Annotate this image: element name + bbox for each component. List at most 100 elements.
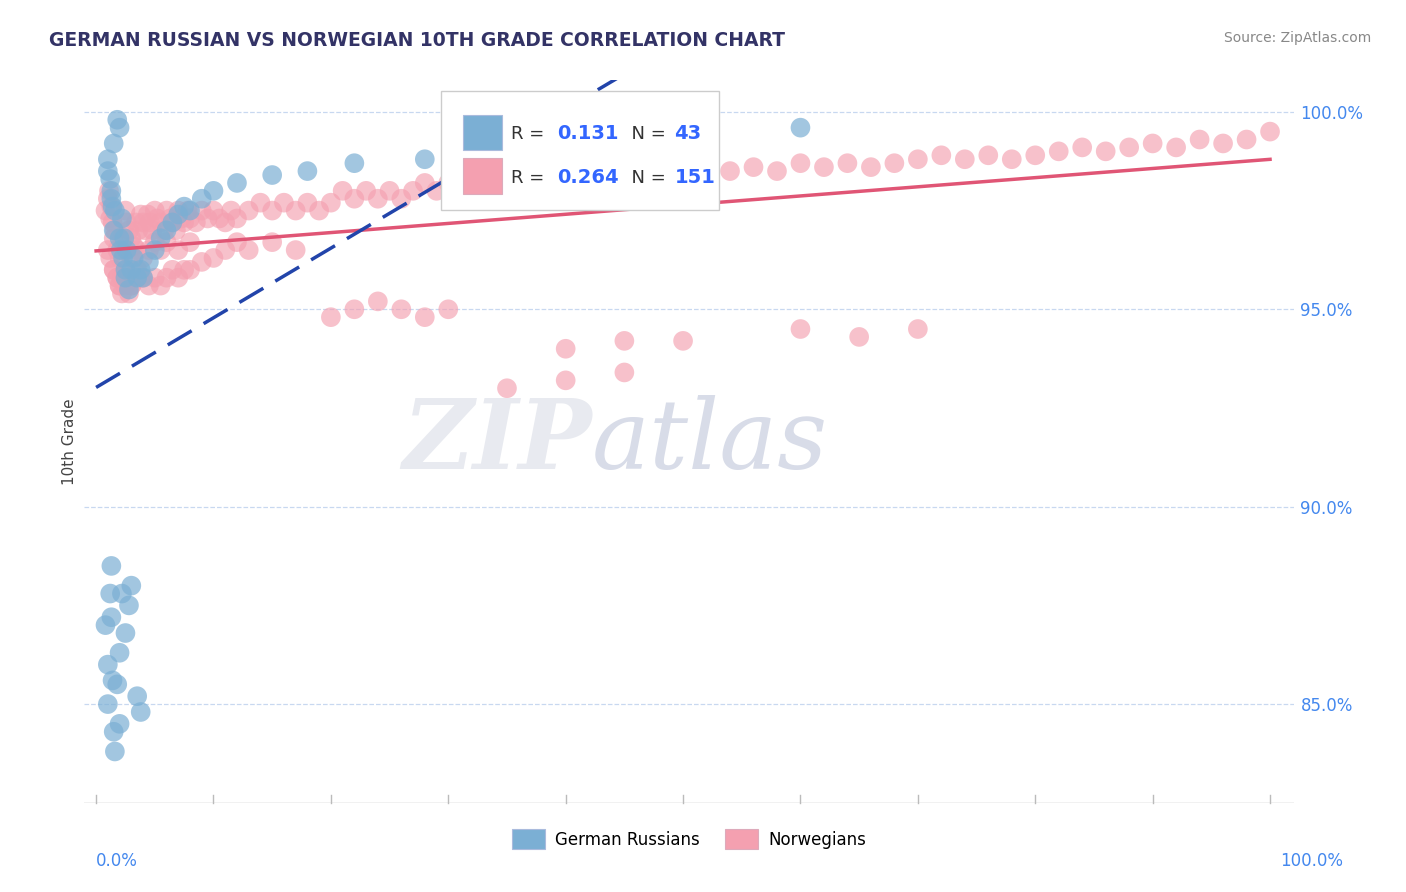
Point — [179, 235, 201, 249]
Point — [118, 283, 141, 297]
Point — [162, 215, 184, 229]
Point — [931, 148, 953, 162]
Text: 151: 151 — [675, 169, 716, 187]
Point — [108, 120, 131, 135]
Point — [190, 192, 212, 206]
Point — [129, 705, 152, 719]
Text: GERMAN RUSSIAN VS NORWEGIAN 10TH GRADE CORRELATION CHART: GERMAN RUSSIAN VS NORWEGIAN 10TH GRADE C… — [49, 31, 785, 50]
Point — [122, 251, 145, 265]
Point — [146, 211, 169, 226]
Point — [1258, 125, 1281, 139]
Point — [114, 270, 136, 285]
Point — [111, 270, 134, 285]
Point — [167, 270, 190, 285]
Legend: German Russians, Norwegians: German Russians, Norwegians — [505, 822, 873, 856]
Point — [859, 160, 882, 174]
Point — [202, 203, 225, 218]
Point — [120, 262, 142, 277]
Point — [742, 160, 765, 174]
Point — [1001, 153, 1024, 167]
Point — [98, 586, 121, 600]
Point — [173, 262, 195, 277]
Point — [167, 203, 190, 218]
Text: 0.0%: 0.0% — [96, 852, 138, 870]
Point — [848, 330, 870, 344]
Point — [789, 156, 811, 170]
Point — [103, 724, 125, 739]
Point — [104, 744, 127, 758]
Point — [672, 334, 695, 348]
Point — [226, 235, 249, 249]
Point — [284, 203, 307, 218]
Point — [170, 211, 193, 226]
Point — [1188, 132, 1211, 146]
Point — [141, 223, 163, 237]
Point — [138, 243, 160, 257]
Point — [1118, 140, 1140, 154]
Point — [167, 207, 190, 221]
Text: R =: R = — [512, 169, 550, 186]
Point — [219, 203, 242, 218]
Point — [97, 697, 120, 711]
Point — [162, 215, 184, 229]
Point — [190, 255, 212, 269]
Point — [613, 334, 636, 348]
Point — [977, 148, 1000, 162]
Point — [105, 112, 128, 127]
FancyBboxPatch shape — [463, 158, 502, 194]
Point — [112, 243, 135, 257]
Point — [125, 215, 148, 229]
Point — [100, 610, 122, 624]
Point — [425, 184, 447, 198]
Point — [100, 192, 122, 206]
Point — [214, 215, 236, 229]
Text: 0.264: 0.264 — [557, 169, 619, 187]
Point — [354, 184, 377, 198]
Point — [437, 302, 460, 317]
Point — [105, 270, 128, 285]
Point — [437, 176, 460, 190]
Point — [111, 211, 134, 226]
Point — [159, 211, 181, 226]
Point — [143, 243, 166, 257]
Point — [132, 215, 155, 229]
Point — [402, 184, 425, 198]
Point — [114, 626, 136, 640]
Point — [98, 251, 121, 265]
Point — [167, 243, 190, 257]
Point — [143, 203, 166, 218]
Point — [531, 176, 554, 190]
Point — [319, 195, 342, 210]
Point — [149, 215, 172, 229]
Point — [114, 262, 136, 277]
Text: 43: 43 — [675, 124, 702, 144]
Point — [262, 203, 284, 218]
Point — [103, 223, 125, 237]
Point — [179, 262, 201, 277]
Point — [208, 211, 231, 226]
Point — [496, 381, 519, 395]
Point — [837, 156, 859, 170]
Point — [138, 255, 160, 269]
Point — [97, 243, 120, 257]
Point — [127, 689, 149, 703]
Point — [226, 211, 249, 226]
Point — [284, 243, 307, 257]
Point — [461, 172, 484, 186]
Point — [155, 223, 177, 237]
Point — [105, 243, 128, 257]
Point — [343, 156, 366, 170]
Point — [114, 278, 136, 293]
FancyBboxPatch shape — [463, 115, 502, 151]
Point — [127, 262, 149, 277]
Point — [100, 184, 122, 198]
Point — [155, 270, 177, 285]
Point — [190, 203, 212, 218]
Point — [127, 223, 149, 237]
Point — [508, 172, 530, 186]
Point — [143, 235, 166, 249]
Point — [176, 203, 198, 218]
Point — [907, 322, 929, 336]
Point — [114, 262, 136, 277]
Point — [103, 262, 125, 277]
